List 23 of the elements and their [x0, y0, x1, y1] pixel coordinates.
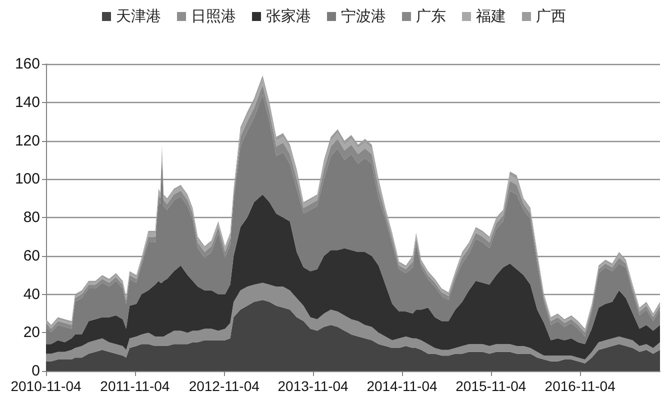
x-tick-label: 2011-11-04	[100, 378, 170, 394]
y-tick-label: 60	[23, 247, 40, 264]
legend-label: 广东	[416, 8, 446, 25]
x-tick-label: 2015-11-04	[456, 378, 526, 394]
legend-label: 福建	[476, 8, 506, 25]
x-tick-label: 2012-11-04	[188, 378, 260, 394]
legend-label: 张家港	[266, 8, 311, 25]
x-tick-label: 2010-11-04	[10, 378, 82, 394]
y-tick-label: 80	[23, 209, 40, 226]
y-tick-label: 140	[14, 94, 40, 111]
y-tick-label: 160	[14, 56, 40, 72]
legend-label: 天津港	[116, 8, 161, 25]
legend-label: 宁波港	[341, 8, 386, 25]
legend-label: 日照港	[191, 8, 236, 25]
x-tick-label: 2016-11-04	[544, 378, 616, 394]
y-tick-label: 40	[23, 286, 40, 303]
x-tick-label: 2014-11-04	[366, 378, 438, 394]
y-tick-label: 20	[23, 324, 40, 342]
y-tick-label: 120	[14, 132, 40, 150]
y-tick-label: 100	[14, 170, 40, 188]
legend-label: 广西	[536, 8, 566, 25]
y-tick-label: 0	[32, 362, 40, 380]
x-tick-label: 2013-11-04	[278, 378, 349, 394]
